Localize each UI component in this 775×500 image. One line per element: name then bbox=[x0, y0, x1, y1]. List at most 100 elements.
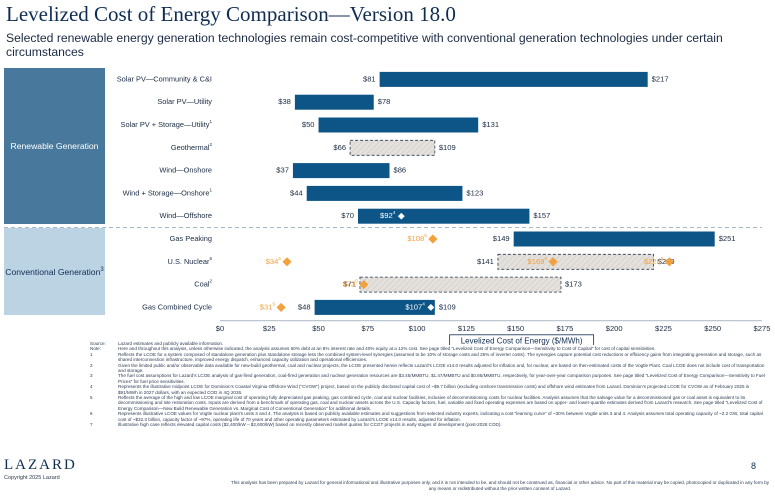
low-value-label: $50 bbox=[302, 120, 315, 129]
footnote-key: 2 bbox=[90, 362, 93, 368]
footnote-key: 6 bbox=[90, 411, 93, 417]
row-label: Gas Combined Cycle bbox=[142, 302, 212, 311]
row-label: Wind—Onshore bbox=[159, 166, 212, 175]
lcoe-range-chart: Solar PV—Community & C&I $81 $217 Solar PV—… bbox=[4, 71, 771, 345]
white-diamond-marker bbox=[426, 302, 436, 312]
marker-label: $1085 bbox=[407, 233, 427, 243]
footnote-key: Source: bbox=[90, 341, 106, 346]
disclaimer: This analysis has been prepared by Lazar… bbox=[230, 480, 770, 491]
high-value-label: $123 bbox=[466, 188, 483, 197]
marker-label: $315 bbox=[260, 302, 276, 312]
low-value-label: $44 bbox=[290, 188, 303, 197]
footnote: 2 Given the limited public and/or observa… bbox=[90, 363, 770, 374]
footnotes: Source: Lazard estimates and publicly ava… bbox=[90, 341, 770, 428]
x-tick-label: $75 bbox=[361, 324, 374, 333]
row-label: Solar PV—Utility bbox=[157, 97, 212, 106]
x-tick-label: $275 bbox=[754, 324, 771, 333]
low-value-label: $37 bbox=[276, 166, 289, 175]
conventional-group-sup: 3 bbox=[100, 267, 104, 274]
renewable-group-text: Renewable Generation bbox=[10, 140, 99, 151]
low-value-label: $38 bbox=[278, 97, 291, 106]
footnote: 7 Illustrative high case reflects elevate… bbox=[90, 422, 770, 427]
white-diamond-marker bbox=[396, 211, 406, 221]
x-axis-title-box bbox=[449, 334, 595, 345]
high-value-label: $173 bbox=[565, 280, 582, 289]
x-tick-label: $175 bbox=[556, 324, 573, 333]
high-value-label: $131 bbox=[482, 120, 499, 129]
row-label: Solar PV—Community & C&I bbox=[117, 74, 212, 83]
range-bar-hatched bbox=[497, 253, 655, 270]
high-value-label: $217 bbox=[652, 74, 669, 83]
x-tick-label: $0 bbox=[216, 324, 224, 333]
x-tick-label: $50 bbox=[312, 324, 325, 333]
range-bar bbox=[292, 163, 390, 179]
range-bar bbox=[318, 117, 479, 133]
range-bar bbox=[294, 94, 374, 110]
page-number: 8 bbox=[751, 461, 757, 471]
marker-label: $735 bbox=[343, 279, 359, 289]
footnote-text: Reflects the LCOE for a system composed … bbox=[118, 351, 762, 363]
footnote-text: Illustrative high case reflects elevated… bbox=[118, 422, 502, 428]
range-bar bbox=[513, 231, 715, 247]
marker-label: $1696 bbox=[528, 256, 548, 266]
low-value-label: $66 bbox=[333, 143, 346, 152]
footnote: 6 Represents illustrative LCOE values for… bbox=[90, 411, 770, 422]
orange-diamond-marker bbox=[548, 257, 558, 267]
conventional-group-label: Conventional Generation3 bbox=[4, 228, 105, 315]
x-axis-title: Levelized Cost of Energy ($/MWh) bbox=[461, 336, 583, 345]
footnote: 1 Reflects the LCOE for a system composed… bbox=[90, 352, 770, 363]
conventional-group-text: Conventional Generation3 bbox=[5, 265, 103, 277]
footnote: Note: Here and throughout this analysis, … bbox=[90, 346, 770, 351]
footnote-key: 7 bbox=[90, 422, 93, 428]
marker-label: $345 bbox=[266, 256, 282, 266]
footnote-text: Lazard estimates and publicly available … bbox=[118, 341, 224, 346]
range-bar bbox=[314, 299, 435, 315]
x-tick-label: $150 bbox=[507, 324, 524, 333]
low-value-label: $149 bbox=[493, 234, 510, 243]
footnote-key: Note: bbox=[90, 346, 101, 352]
low-value-label: $70 bbox=[341, 211, 354, 220]
row-label: Coal2 bbox=[194, 279, 212, 289]
high-value-label: $251 bbox=[719, 234, 736, 243]
orange-diamond-marker bbox=[359, 280, 369, 290]
low-value-label: $48 bbox=[298, 302, 311, 311]
low-value-label: $141 bbox=[477, 257, 494, 266]
footnote: 5 Reflects the average of the high and lo… bbox=[90, 395, 770, 411]
high-value-label: $109 bbox=[439, 302, 456, 311]
footnote-text: Given the limited public and/or observab… bbox=[118, 362, 765, 374]
x-tick-label: $225 bbox=[655, 324, 672, 333]
copyright: Copyright 2025 Lazard bbox=[4, 475, 60, 481]
x-tick-label: $25 bbox=[263, 324, 276, 333]
page-title: Levelized Cost of Energy Comparison—Vers… bbox=[6, 2, 456, 26]
footnote-text: Here and throughout this analysis, unles… bbox=[118, 346, 656, 352]
orange-diamond-marker bbox=[282, 257, 292, 267]
footnote-key: 4 bbox=[90, 384, 93, 390]
row-label: Solar PV + Storage—Utility1 bbox=[121, 119, 213, 129]
row-label: Geothermal2 bbox=[171, 142, 213, 152]
range-bar-hatched bbox=[359, 276, 562, 293]
orange-diamond-marker bbox=[276, 302, 286, 312]
row-label: U.S. Nuclear6 bbox=[168, 256, 213, 266]
range-bar bbox=[306, 185, 463, 201]
orange-diamond-marker bbox=[664, 257, 674, 267]
footnote-text: Represents the illustrative midpoint LCO… bbox=[118, 384, 750, 395]
orange-diamond-marker bbox=[428, 234, 438, 244]
footnote-text: The fuel cost assumptions for Lazard’s L… bbox=[118, 373, 765, 384]
x-tick-label: $200 bbox=[606, 324, 623, 333]
low-value-label: $81 bbox=[363, 74, 376, 83]
footnote-text: Represents illustrative LCOE values for … bbox=[118, 411, 763, 422]
high-value-label: $78 bbox=[378, 97, 391, 106]
footnote-key: 3 bbox=[90, 373, 93, 379]
row-label: Wind—Offshore bbox=[160, 211, 212, 220]
renewable-group-label: Renewable Generation bbox=[4, 68, 105, 224]
row-label: Wind + Storage—Onshore1 bbox=[123, 188, 213, 198]
footnote-text: Reflects the average of the high and low… bbox=[118, 395, 763, 411]
x-tick-label: $100 bbox=[409, 324, 426, 333]
lazard-logo: LAZARD bbox=[4, 457, 77, 473]
high-value-label: $86 bbox=[393, 166, 406, 175]
x-tick-label: $125 bbox=[458, 324, 475, 333]
marker-label: $1074 bbox=[405, 302, 425, 312]
marker-label: $924 bbox=[380, 210, 396, 220]
page-subtitle: Selected renewable energy generation tec… bbox=[6, 31, 723, 59]
footnote: 4 Represents the illustrative midpoint LC… bbox=[90, 384, 770, 395]
